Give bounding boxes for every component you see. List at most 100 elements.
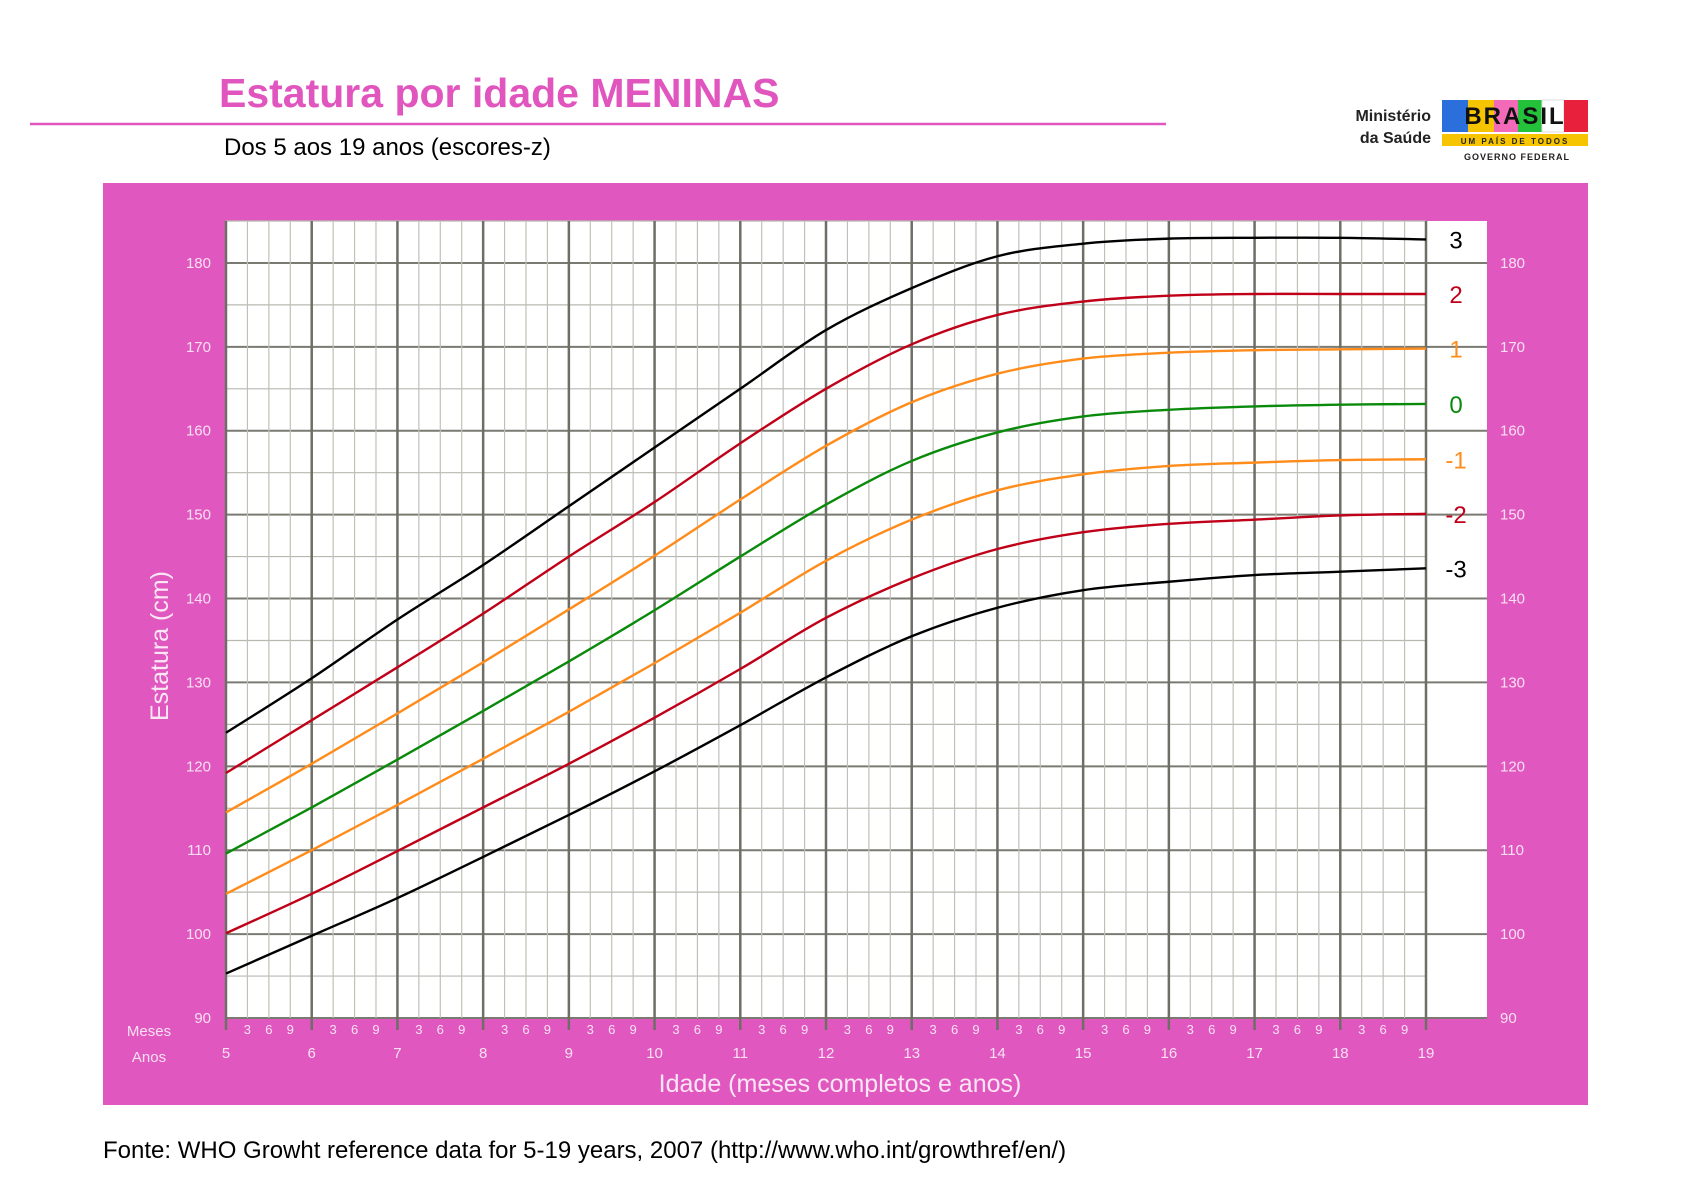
month-tick-label: 9 xyxy=(287,1022,294,1037)
y-tick-label-left: 110 xyxy=(187,842,211,859)
month-tick-label: 3 xyxy=(1272,1022,1279,1037)
month-tick-label: 3 xyxy=(587,1022,594,1037)
y-tick-label-right: 110 xyxy=(1500,842,1524,859)
z-score-label: -3 xyxy=(1445,556,1466,583)
x-tick-label: 7 xyxy=(393,1045,401,1062)
month-tick-label: 9 xyxy=(630,1022,637,1037)
y-tick-label-left: 120 xyxy=(186,758,211,775)
y-tick-label-right: 140 xyxy=(1500,591,1525,608)
month-tick-label: 6 xyxy=(437,1022,444,1037)
x-tick-label: 17 xyxy=(1246,1045,1263,1062)
month-tick-label: 9 xyxy=(1230,1022,1237,1037)
z-score-curve-1 xyxy=(225,347,1427,814)
z-score-curve--1 xyxy=(225,458,1427,895)
z-score-label: -1 xyxy=(1445,447,1466,474)
month-tick-label: 6 xyxy=(1037,1022,1044,1037)
month-tick-label: 6 xyxy=(1294,1022,1301,1037)
month-tick-label: 9 xyxy=(372,1022,379,1037)
slogan: UM PAÍS DE TODOS xyxy=(1461,137,1570,146)
x-tick-label: 16 xyxy=(1161,1045,1178,1062)
brand-text: BRASIL xyxy=(1464,103,1565,130)
x-tick-label: 15 xyxy=(1075,1045,1092,1062)
grid xyxy=(224,220,1487,1030)
z-score-label: 1 xyxy=(1449,337,1462,364)
month-tick-label: 3 xyxy=(672,1022,679,1037)
plot-area xyxy=(226,221,1487,1018)
y-tick-label-left: 150 xyxy=(186,507,211,524)
z-score-curve--2 xyxy=(225,512,1427,935)
x-tick-label: 9 xyxy=(565,1045,573,1062)
month-tick-label: 3 xyxy=(844,1022,851,1037)
z-score-label: 3 xyxy=(1449,227,1462,254)
y-tick-label-left: 160 xyxy=(186,423,211,440)
x-tick-label: 8 xyxy=(479,1045,487,1062)
y-tick-label-right: 90 xyxy=(1500,1010,1517,1027)
ministry-line2: da Saúde xyxy=(1360,130,1431,147)
chart-title: Estatura por idade MENINAS xyxy=(219,70,779,116)
y-tick-label-left: 90 xyxy=(194,1010,211,1027)
month-tick-label: 9 xyxy=(1058,1022,1065,1037)
gov-text: GOVERNO FEDERAL xyxy=(1464,152,1570,162)
month-tick-label: 6 xyxy=(951,1022,958,1037)
month-tick-label: 3 xyxy=(930,1022,937,1037)
x-tick-label: 10 xyxy=(646,1045,663,1062)
month-tick-label: 6 xyxy=(1122,1022,1129,1037)
x-tick-label: 11 xyxy=(732,1045,748,1062)
y-tick-label-right: 180 xyxy=(1500,255,1525,272)
month-tick-label: 3 xyxy=(415,1022,422,1037)
month-tick-label: 6 xyxy=(694,1022,701,1037)
month-tick-label: 6 xyxy=(265,1022,272,1037)
years-row-label: Anos xyxy=(132,1049,166,1066)
y-tick-label-left: 100 xyxy=(186,926,211,943)
month-tick-label: 9 xyxy=(544,1022,551,1037)
z-score-label: 2 xyxy=(1449,282,1462,309)
month-tick-label: 3 xyxy=(501,1022,508,1037)
month-tick-label: 9 xyxy=(887,1022,894,1037)
z-score-label: -2 xyxy=(1445,502,1466,529)
month-tick-label: 3 xyxy=(244,1022,251,1037)
ministry-logo: Ministério da Saúde BRASIL UM PAÍS DE TO… xyxy=(1355,99,1588,162)
month-tick-label: 9 xyxy=(458,1022,465,1037)
month-tick-label: 3 xyxy=(758,1022,765,1037)
y-tick-label-left: 180 xyxy=(186,255,211,272)
x-tick-label: 12 xyxy=(818,1045,835,1062)
month-tick-label: 6 xyxy=(1380,1022,1387,1037)
month-tick-label: 9 xyxy=(715,1022,722,1037)
month-tick-label: 3 xyxy=(1187,1022,1194,1037)
y-tick-label-right: 150 xyxy=(1500,507,1525,524)
y-tick-label-right: 100 xyxy=(1500,926,1525,943)
chart-subtitle: Dos 5 aos 19 anos (escores-z) xyxy=(224,134,551,161)
month-tick-label: 3 xyxy=(1358,1022,1365,1037)
month-tick-label: 3 xyxy=(330,1022,337,1037)
month-tick-label: 9 xyxy=(1401,1022,1408,1037)
source-note: Fonte: WHO Growht reference data for 5-1… xyxy=(103,1137,1066,1164)
y-tick-label-right: 160 xyxy=(1500,423,1525,440)
month-tick-label: 3 xyxy=(1101,1022,1108,1037)
x-tick-label: 6 xyxy=(308,1045,316,1062)
month-tick-label: 6 xyxy=(522,1022,529,1037)
x-tick-label: 19 xyxy=(1418,1045,1435,1062)
month-tick-label: 6 xyxy=(351,1022,358,1037)
month-tick-label: 3 xyxy=(1015,1022,1022,1037)
z-score-curve-0 xyxy=(225,402,1427,855)
month-tick-label: 6 xyxy=(608,1022,615,1037)
z-score-label: 0 xyxy=(1449,392,1462,419)
months-row-label: Meses xyxy=(127,1023,171,1040)
month-tick-label: 9 xyxy=(972,1022,979,1037)
y-tick-label-left: 140 xyxy=(186,591,211,608)
y-tick-label-left: 130 xyxy=(186,674,211,691)
y-tick-label-right: 130 xyxy=(1500,674,1525,691)
y-axis-title: Estatura (cm) xyxy=(146,571,174,721)
x-tick-label: 5 xyxy=(222,1045,230,1062)
y-tick-label-right: 120 xyxy=(1500,758,1525,775)
x-tick-label: 18 xyxy=(1332,1045,1349,1062)
curves: 3 2 1 0 -1 -2 -3 xyxy=(225,227,1467,975)
month-tick-label: 6 xyxy=(1208,1022,1215,1037)
x-axis-title: Idade (meses completos e anos) xyxy=(659,1070,1022,1098)
z-score-curve-3 xyxy=(225,236,1427,734)
z-score-curve--3 xyxy=(225,567,1427,975)
y-tick-label-right: 170 xyxy=(1500,339,1525,356)
z-score-curve-2 xyxy=(225,292,1426,775)
month-tick-label: 9 xyxy=(1315,1022,1322,1037)
